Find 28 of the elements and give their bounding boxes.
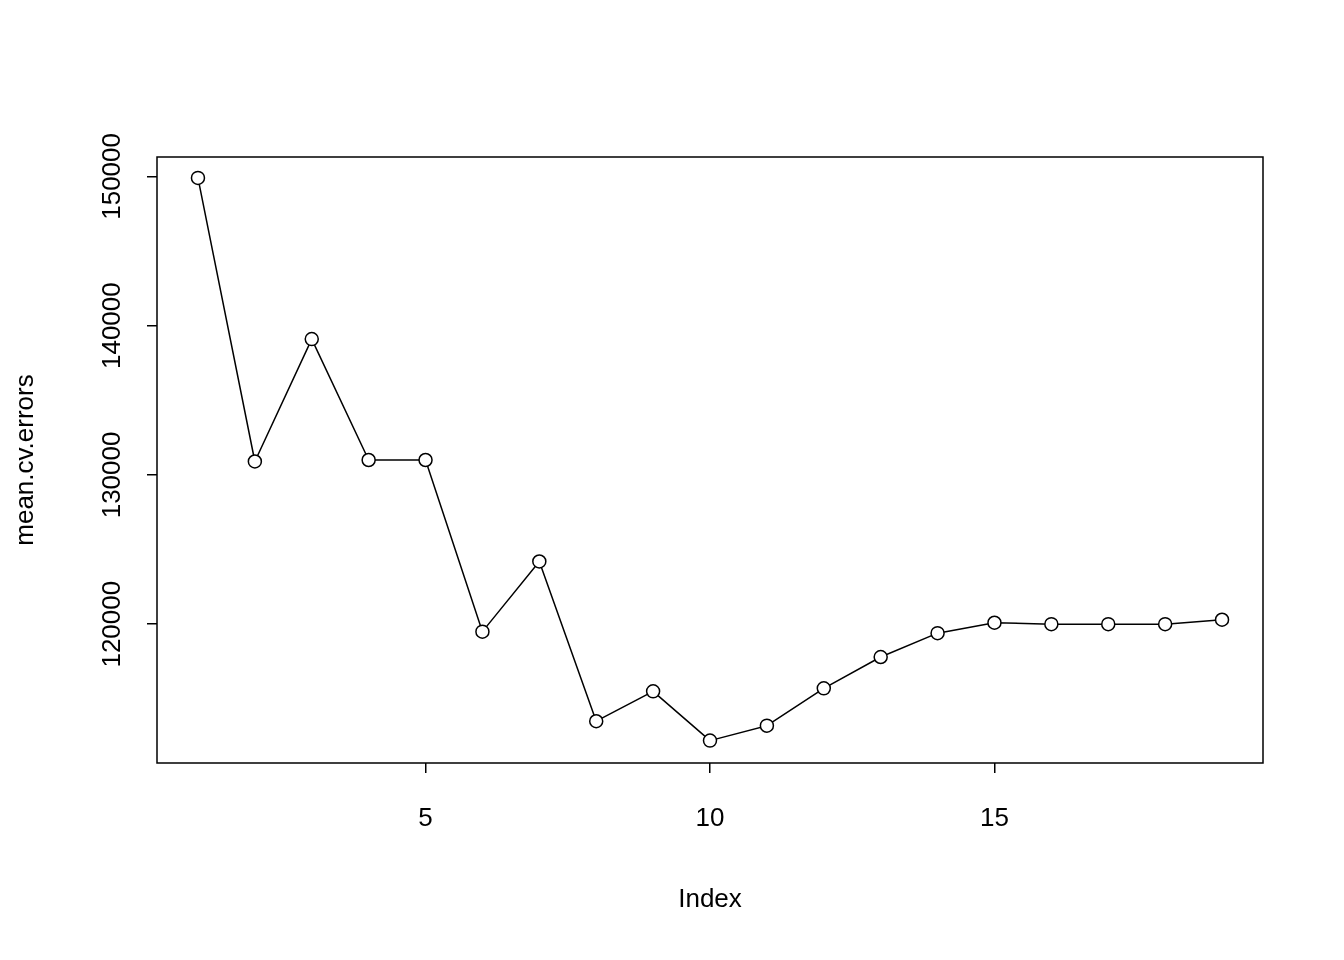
point <box>1044 616 1059 632</box>
y-tick-label: 140000 <box>96 282 127 370</box>
point <box>532 554 547 569</box>
point <box>1157 616 1173 632</box>
x-tick-label: 15 <box>980 801 1009 832</box>
point <box>873 649 888 665</box>
y-tick-label: 130000 <box>96 431 127 519</box>
point <box>759 718 775 733</box>
point <box>418 452 433 468</box>
x-tick-label: 10 <box>695 801 725 832</box>
y-tick-label: 150000 <box>96 133 127 220</box>
point <box>930 625 945 641</box>
point <box>702 733 718 748</box>
point <box>816 681 832 696</box>
point <box>588 713 604 729</box>
y-axis-title: mean.cv.errors <box>9 374 40 546</box>
point <box>190 170 206 186</box>
point <box>247 454 263 469</box>
x-axis-title: Index <box>678 883 742 914</box>
x-tick-label: 5 <box>418 801 433 832</box>
y-tick-label: 120000 <box>96 580 127 668</box>
point <box>304 331 319 347</box>
point <box>475 624 490 639</box>
point <box>645 684 661 699</box>
point <box>1101 616 1116 632</box>
point <box>361 452 376 468</box>
point <box>987 615 1002 630</box>
point <box>1214 612 1230 627</box>
